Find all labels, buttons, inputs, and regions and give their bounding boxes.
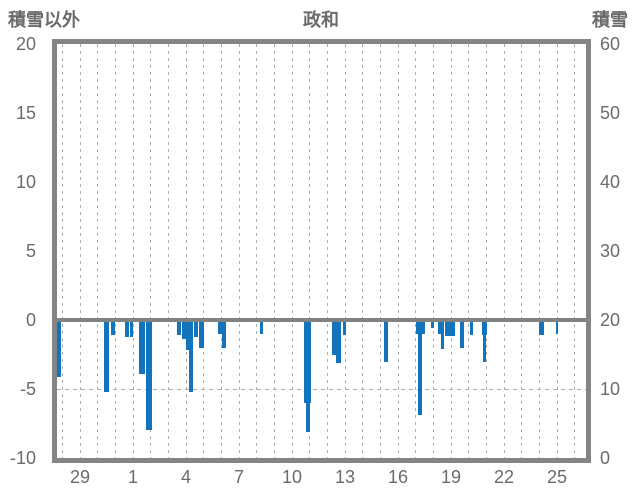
precipitation-bar	[417, 320, 422, 416]
x-tick-label: 1	[127, 467, 139, 487]
precipitation-bar	[57, 320, 61, 377]
vertical-gridline	[362, 44, 364, 458]
vertical-gridline	[433, 44, 435, 458]
vertical-gridline	[574, 44, 576, 458]
y-tick-label: 5	[25, 241, 36, 261]
zero-baseline	[57, 318, 586, 322]
x-tick-label: 29	[69, 467, 91, 487]
precipitation-bar	[259, 320, 263, 335]
y-tick-label: -10	[9, 448, 36, 468]
precipitation-bar	[129, 320, 133, 337]
precipitation-bar	[306, 320, 310, 432]
chart-title: 政和	[303, 10, 339, 30]
vertical-gridline	[115, 44, 116, 458]
precipitation-bar	[145, 320, 152, 431]
y-tick-label: 60	[600, 34, 621, 54]
x-tick-label: 7	[233, 467, 245, 487]
y-tick-label: 20	[15, 34, 36, 54]
y-tick-label: 0	[25, 310, 36, 330]
vertical-gridline	[380, 44, 382, 458]
vertical-gridline	[344, 44, 346, 458]
precipitation-bar	[218, 320, 222, 334]
precipitation-bar	[445, 320, 455, 336]
horizontal-gridline	[57, 389, 586, 390]
precipitation-bar	[538, 320, 544, 336]
x-tick-label: 13	[334, 467, 356, 487]
precipitation-bar	[555, 320, 558, 335]
x-tick-label: 10	[281, 467, 303, 487]
plot-area	[57, 44, 586, 458]
x-tick-label: 25	[546, 467, 568, 487]
y-tick-label: 50	[600, 103, 621, 123]
precipitation-bar	[342, 320, 346, 336]
vertical-gridline	[468, 44, 470, 458]
precipitation-bar	[430, 320, 434, 328]
vertical-gridline	[397, 44, 399, 458]
vertical-gridline	[185, 44, 187, 458]
vertical-gridline	[450, 44, 452, 458]
precipitation-bar	[193, 320, 198, 337]
precipitation-bar	[336, 320, 341, 363]
vertical-gridline	[168, 44, 170, 458]
vertical-gridline	[62, 44, 63, 458]
precipitation-bar	[199, 320, 204, 348]
vertical-gridline	[79, 44, 81, 458]
vertical-gridline	[521, 44, 523, 458]
vertical-gridline	[132, 44, 134, 458]
y-tick-label: 40	[600, 172, 621, 192]
vertical-gridline	[503, 44, 505, 458]
precipitation-bar	[104, 320, 109, 392]
y-tick-label: 30	[600, 241, 621, 261]
y-tick-label: 15	[15, 103, 36, 123]
y-tick-label: -5	[19, 379, 36, 399]
precipitation-bar	[186, 320, 189, 351]
precipitation-bar	[182, 320, 186, 340]
plot-frame	[52, 39, 591, 463]
y-tick-label: 0	[600, 448, 611, 468]
precipitation-bar	[139, 320, 145, 374]
precipitation-bar	[189, 320, 193, 392]
precipitation-bar	[222, 320, 226, 349]
precipitation-bar	[459, 320, 464, 348]
vertical-gridline	[97, 44, 99, 458]
vertical-gridline	[221, 44, 223, 458]
x-tick-label: 4	[180, 467, 192, 487]
precipitation-bar	[331, 320, 336, 355]
precipitation-bar	[437, 320, 441, 334]
vertical-gridline	[203, 44, 205, 458]
vertical-gridline	[274, 44, 276, 458]
left-axis-title: 積雪以外	[8, 10, 80, 30]
precipitation-bar	[469, 320, 473, 336]
vertical-gridline	[486, 44, 488, 458]
vertical-gridline	[256, 44, 258, 458]
x-tick-label: 16	[387, 467, 409, 487]
vertical-gridline	[327, 44, 329, 458]
precipitation-bar	[482, 320, 486, 363]
precipitation-bar	[177, 320, 181, 336]
x-tick-label: 22	[493, 467, 515, 487]
vertical-gridline	[238, 44, 240, 458]
y-tick-label: 10	[15, 172, 36, 192]
y-tick-label: 20	[600, 310, 621, 330]
right-axis-title: 積雪	[592, 10, 628, 30]
precipitation-bar	[110, 320, 115, 336]
vertical-gridline	[415, 44, 417, 458]
precipitation-bar	[441, 320, 444, 349]
x-tick-label: 19	[440, 467, 462, 487]
vertical-gridline	[539, 44, 541, 458]
precipitation-bar	[383, 320, 388, 363]
y-tick-label: 10	[600, 379, 621, 399]
precipitation-bar	[125, 320, 129, 337]
vertical-gridline	[309, 44, 311, 458]
vertical-gridline	[291, 44, 293, 458]
vertical-gridline	[150, 44, 152, 458]
vertical-gridline	[556, 44, 558, 458]
